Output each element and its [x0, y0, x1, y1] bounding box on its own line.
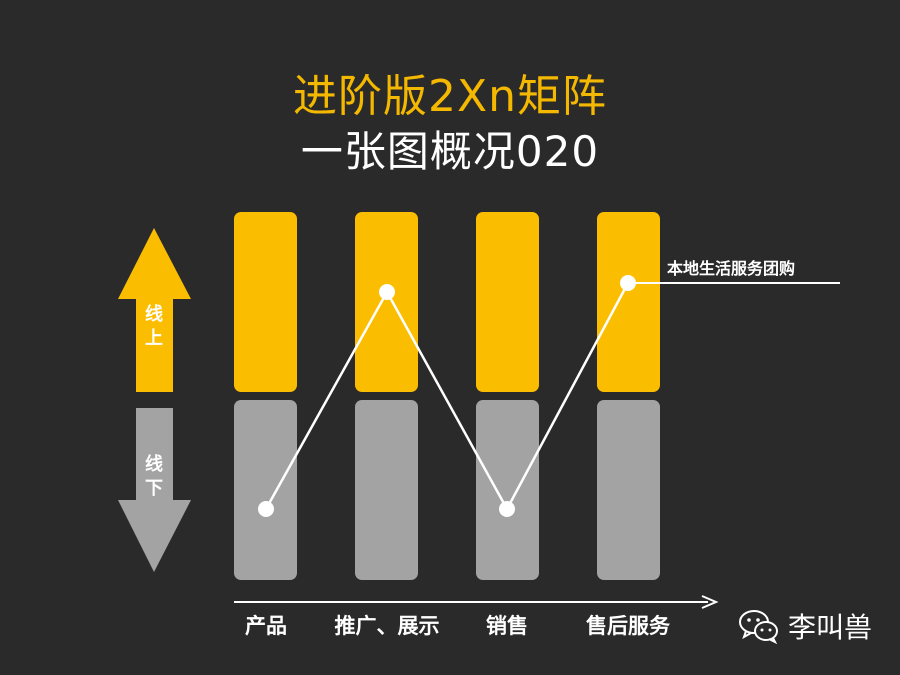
x-axis-arrowhead-icon	[701, 595, 719, 609]
wechat-icon	[739, 610, 778, 644]
cell-sales-online	[476, 212, 539, 392]
column-promotion	[355, 212, 418, 580]
watermark: 李叫兽	[738, 606, 872, 646]
online-label-char-1: 线	[145, 303, 163, 325]
column-sales	[476, 212, 539, 580]
arrow-down-icon	[118, 408, 191, 572]
path-node-sales	[499, 501, 515, 517]
arrow-up-icon	[118, 228, 191, 392]
cell-aftersales-online	[597, 212, 660, 392]
category-label-sales: 销售	[486, 614, 528, 638]
path-node-promotion	[379, 284, 395, 300]
slide-subtitle: 一张图概况020	[300, 127, 600, 176]
online-label-char-2: 上	[145, 328, 163, 349]
cell-sales-offline	[476, 400, 539, 580]
slide-title: 进阶版2Xn矩阵	[292, 71, 608, 122]
path-node-product	[258, 501, 274, 517]
annotation-label: 本地生活服务团购	[667, 259, 795, 278]
offline-label-char-1: 线	[145, 453, 163, 475]
column-product	[234, 212, 297, 580]
business-path-line	[264, 282, 630, 512]
cell-promotion-online	[355, 212, 418, 392]
category-label-promotion: 推广、展示	[335, 614, 440, 638]
cell-product-online	[234, 212, 297, 392]
cell-product-offline	[234, 400, 297, 580]
offline-label-char-2: 下	[145, 478, 163, 499]
category-label-product: 产品	[245, 614, 287, 638]
cell-promotion-offline	[355, 400, 418, 580]
category-label-aftersales: 售后服务	[586, 614, 671, 638]
watermark-text: 李叫兽	[788, 611, 873, 644]
cell-aftersales-offline	[597, 400, 660, 580]
column-aftersales	[597, 212, 660, 580]
